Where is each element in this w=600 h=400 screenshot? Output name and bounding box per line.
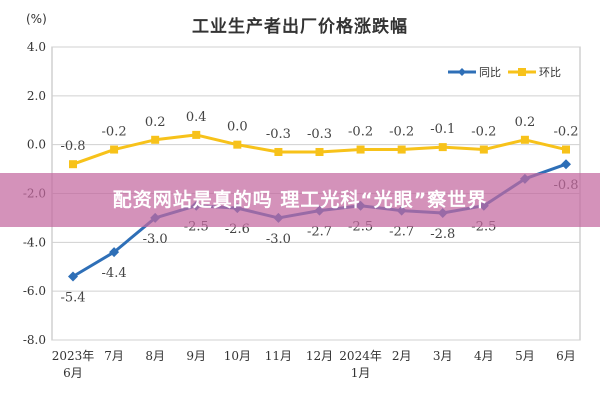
y-tick-label: 4.0 xyxy=(27,40,46,54)
y-tick-label: 0.0 xyxy=(27,138,46,152)
y-tick-label: -6.0 xyxy=(23,284,46,298)
data-label: -2.7 xyxy=(307,225,332,240)
x-tick-label: 4月 xyxy=(474,349,494,363)
data-point xyxy=(109,247,120,258)
legend-marker xyxy=(518,68,526,76)
y-tick-label: -4.0 xyxy=(23,235,46,249)
data-label: -3.0 xyxy=(143,232,168,247)
x-tick-label: 3月 xyxy=(433,349,453,363)
x-tick-label: 7月 xyxy=(104,349,124,363)
x-tick-label: 6月 xyxy=(556,349,576,363)
data-label: -0.3 xyxy=(266,127,291,142)
data-label: 0.2 xyxy=(145,115,166,130)
data-label: 0.2 xyxy=(515,115,536,130)
data-point xyxy=(479,145,488,154)
data-point xyxy=(562,145,570,154)
data-label: -0.2 xyxy=(348,125,373,140)
x-tick-label: 11月 xyxy=(265,349,292,363)
data-label: 0.0 xyxy=(227,120,248,135)
data-point xyxy=(110,145,119,154)
data-point xyxy=(561,159,571,170)
x-tick-label: 2月 xyxy=(392,349,412,363)
data-point xyxy=(438,143,447,152)
x-tick-label: 6月 xyxy=(63,366,83,380)
y-tick-label: 2.0 xyxy=(27,89,46,103)
data-label: -3.0 xyxy=(266,232,291,247)
y-axis-unit-label: (%) xyxy=(26,12,47,26)
data-point xyxy=(192,130,201,139)
data-label: -2.7 xyxy=(389,225,414,240)
data-label: -0.2 xyxy=(471,125,496,140)
data-label: -0.1 xyxy=(430,122,455,137)
data-point xyxy=(397,145,406,154)
x-tick-label: 2024年 xyxy=(339,349,382,363)
data-label: -0.3 xyxy=(307,127,332,142)
data-label: -0.2 xyxy=(553,125,578,140)
x-tick-label: 9月 xyxy=(186,349,206,363)
x-tick-label: 2023年 xyxy=(52,349,95,363)
legend-label: 环比 xyxy=(539,66,561,79)
data-point xyxy=(233,140,242,149)
x-tick-label: 8月 xyxy=(145,349,165,363)
watermark-banner xyxy=(0,173,600,227)
x-tick-label: 1月 xyxy=(351,366,371,380)
data-point xyxy=(520,135,529,144)
x-tick-label: 5月 xyxy=(515,349,535,363)
data-label: -5.4 xyxy=(60,291,85,306)
data-point xyxy=(68,271,78,282)
data-label: -2.8 xyxy=(430,227,455,242)
data-label: 0.4 xyxy=(186,110,207,125)
data-point xyxy=(274,147,283,156)
data-label: -0.2 xyxy=(102,125,127,140)
data-label: -0.8 xyxy=(60,139,85,154)
data-point xyxy=(315,147,324,156)
data-point xyxy=(69,160,77,169)
data-label: -0.2 xyxy=(389,125,414,140)
legend-label: 同比 xyxy=(479,66,501,79)
data-point xyxy=(151,135,160,144)
chart-title: 工业生产者出厂价格涨跌幅 xyxy=(192,17,408,37)
x-tick-label: 10月 xyxy=(224,349,251,363)
data-label: -4.4 xyxy=(102,266,127,281)
data-point xyxy=(356,145,365,154)
banner-text: 配资网站是真的吗 理工光科“光眼”察世界 xyxy=(112,189,488,211)
y-tick-label: -8.0 xyxy=(23,333,46,347)
legend-marker xyxy=(458,68,466,76)
x-tick-label: 12月 xyxy=(306,349,333,363)
